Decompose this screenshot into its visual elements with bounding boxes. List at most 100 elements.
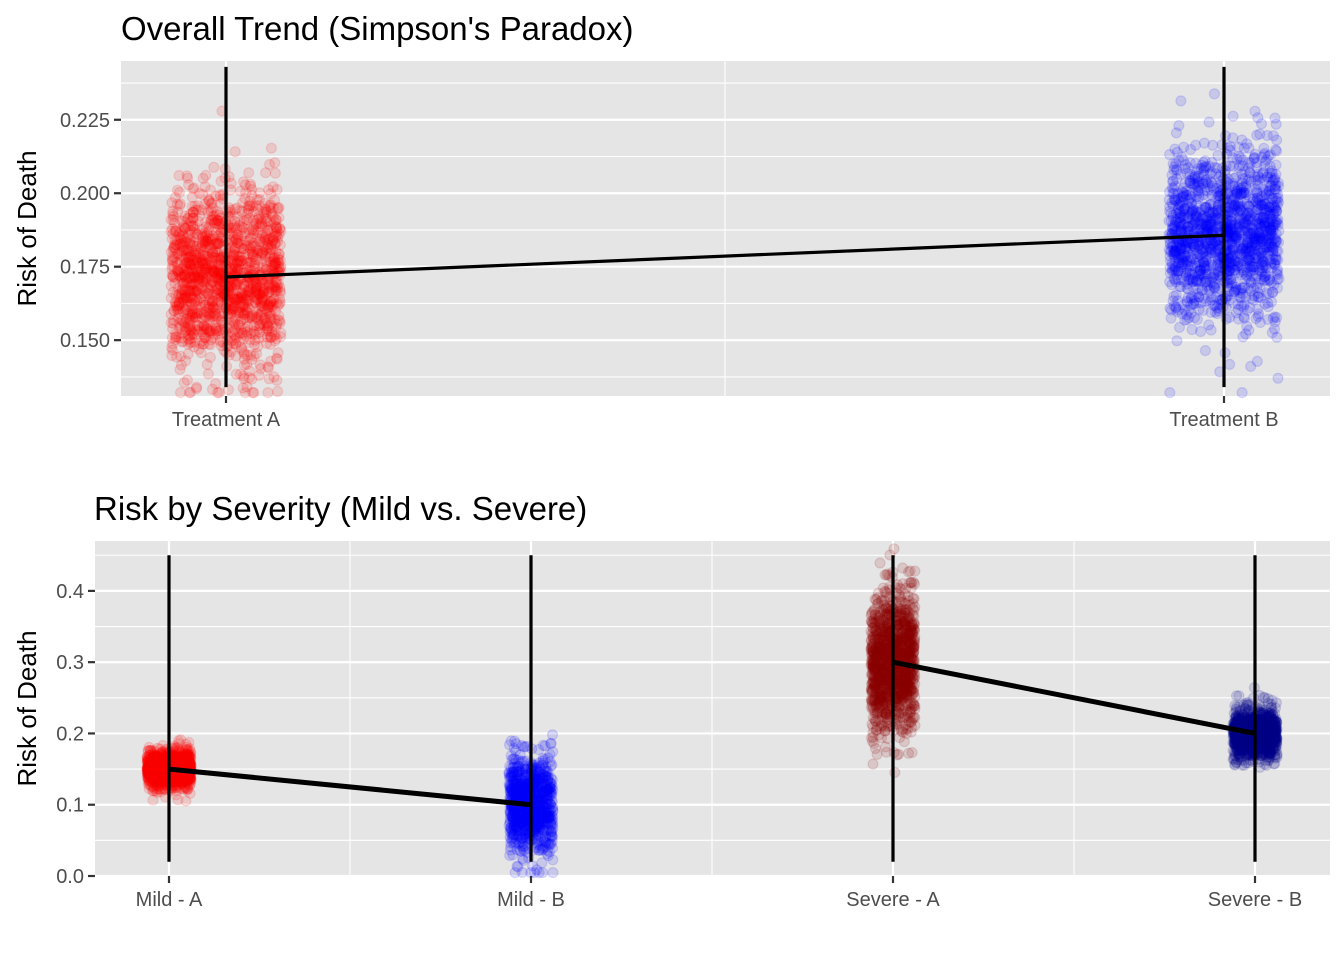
data-point [197,296,209,308]
data-point [211,238,224,250]
data-point [211,299,224,311]
data-point [257,247,269,259]
data-point [182,172,194,184]
data-point [207,264,219,277]
data-point [165,225,177,237]
data-point [1184,143,1197,156]
data-point [547,866,559,879]
data-point [1193,187,1205,199]
data-point [271,236,284,248]
data-point [1267,248,1279,260]
data-point [189,271,201,283]
data-point [246,287,259,299]
data-point [175,350,187,362]
data-point [187,263,199,275]
data-point [270,276,282,289]
data-point [210,319,222,331]
data-point [227,259,239,271]
data-point [229,146,241,158]
data-point [1199,345,1212,357]
data-point [212,293,224,305]
data-point [1194,325,1207,338]
data-point [222,384,235,396]
data-point [1235,300,1248,312]
data-point [267,181,279,193]
data-point [252,332,265,344]
data-point [262,320,274,332]
data-point [262,233,274,246]
data-point [262,387,274,399]
data-point [171,238,184,251]
data-point [272,256,284,268]
data-point [1198,293,1211,305]
data-point [235,255,247,267]
data-point [185,265,197,277]
data-point [1227,110,1239,122]
data-point [188,270,200,282]
data-point [275,331,287,343]
data-point [230,305,242,318]
data-point [1256,258,1268,270]
data-point [198,320,210,332]
data-point [1208,281,1220,293]
data-point [264,331,276,343]
data-point [205,279,217,291]
data-point [207,302,219,314]
data-point [254,318,266,330]
data-point [246,354,258,366]
data-point [1236,262,1248,274]
data-point [203,300,215,313]
data-point [1273,225,1285,237]
points-treatment-a [165,105,287,399]
data-point [199,198,211,210]
data-point [1250,183,1262,195]
data-point [1232,313,1245,325]
data-point [154,743,166,755]
data-point [265,241,277,253]
data-point [174,363,186,376]
x-tick-label: Treatment B [1169,409,1278,431]
data-point [200,272,212,284]
data-point [1224,160,1236,172]
data-point [191,381,203,393]
data-point [199,257,212,269]
data-point [1223,358,1236,370]
data-point [166,260,178,272]
data-point [270,284,282,296]
data-point [238,372,250,385]
data-point [1203,116,1215,128]
data-point [249,291,261,303]
data-point [169,296,181,308]
data-point [237,197,249,209]
data-point [1240,178,1252,190]
data-point [177,315,189,327]
data-point [166,332,178,344]
y-tick-label: 0.200 [60,183,110,205]
data-point [1191,313,1204,326]
data-point [1262,288,1275,300]
data-point [173,263,185,276]
data-point [1199,212,1211,224]
data-point [196,239,208,251]
data-point [194,271,206,283]
data-point [184,272,196,284]
data-point [1235,243,1248,255]
data-point [233,220,245,232]
data-point [1184,175,1196,187]
data-point [271,374,283,386]
data-point [196,273,208,285]
data-point [182,318,194,330]
data-point [187,278,199,290]
data-point [184,208,196,221]
data-point [270,333,283,345]
data-point [1163,148,1176,161]
data-point [245,180,257,192]
data-point [212,258,224,270]
data-point [210,378,222,390]
data-point [202,368,214,380]
data-point [1255,273,1268,285]
data-point [271,297,283,309]
data-point [1173,321,1186,333]
data-point [238,299,250,311]
